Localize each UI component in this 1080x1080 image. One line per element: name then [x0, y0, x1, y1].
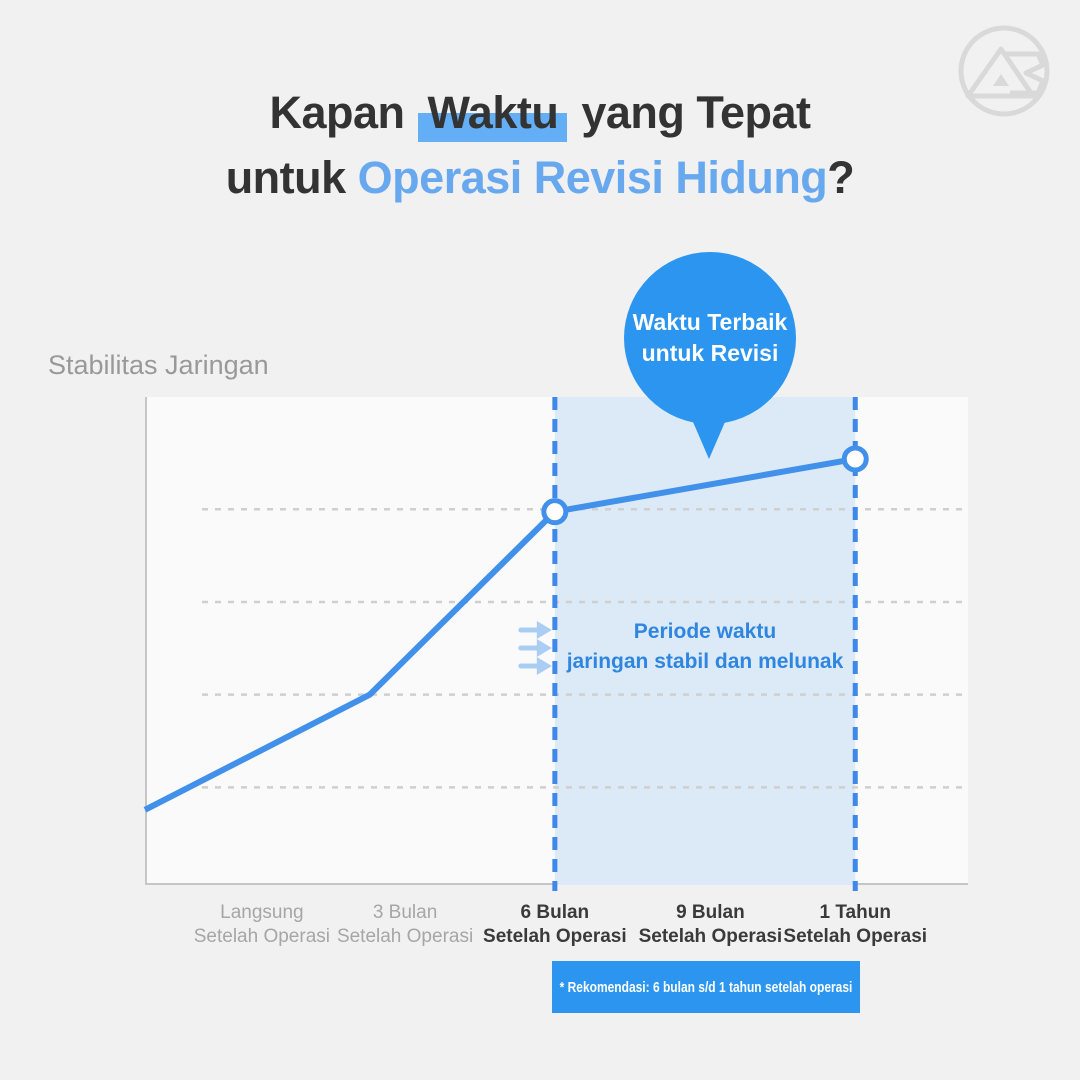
bubble-tail — [690, 415, 728, 459]
right-arrow-icon — [536, 639, 552, 657]
highlight-region — [554, 397, 856, 885]
bubble-line-2: untuk Revisi — [641, 340, 779, 366]
y-axis-label: Stabilitas Jaringan — [48, 350, 269, 380]
x-axis-label: 9 Bulan Setelah Operasi — [638, 902, 783, 947]
page-title: Kapan Waktu yang Tepat untuk Operasi Rev… — [0, 80, 1080, 210]
right-arrow-icon — [536, 657, 552, 675]
x-axis-label: 3 Bulan Setelah Operasi — [336, 902, 474, 947]
right-arrow-icon — [536, 621, 552, 639]
title-line-2: untuk Operasi Revisi Hidung? — [0, 145, 1080, 210]
recommendation-banner: * Rekomendasi: 6 bulan s/d 1 tahun setel… — [552, 961, 860, 1013]
logo-letter-a — [965, 46, 1036, 99]
data-point-marker — [841, 445, 869, 473]
title-text: ? — [827, 152, 855, 203]
x-axis-label: Langsung Setelah Operasi — [193, 902, 330, 947]
logo-circle — [958, 25, 1050, 117]
region-label-line-1: Periode waktu — [633, 620, 777, 643]
highlight-region-label: Periode waktu jaringan stabil dan meluna… — [555, 617, 855, 677]
title-accent-text: Operasi Revisi Hidung — [357, 152, 828, 203]
title-highlighted-word: Waktu — [418, 87, 568, 142]
title-text: untuk — [225, 152, 358, 203]
stability-line — [143, 456, 856, 813]
logo-letter-a-counter — [993, 74, 1009, 86]
x-axis-label: 1 Tahun Setelah Operasi — [783, 902, 928, 947]
annotation-bubble: Waktu Terbaik untuk Revisi — [624, 252, 796, 424]
logo-letter-b — [1006, 51, 1046, 96]
data-point-marker — [541, 498, 569, 526]
title-line-1: Kapan Waktu yang Tepat — [0, 80, 1080, 145]
bubble-line-1: Waktu Terbaik — [632, 309, 788, 335]
region-label-line-2: jaringan stabil dan melunak — [566, 650, 844, 673]
recommendation-text: * Rekomendasi: 6 bulan s/d 1 tahun setel… — [559, 978, 853, 996]
title-text: Kapan — [269, 87, 417, 138]
x-axis-label: 6 Bulan Setelah Operasi — [483, 902, 627, 947]
title-text: yang Tepat — [569, 87, 811, 138]
ab-logo — [958, 25, 1050, 117]
